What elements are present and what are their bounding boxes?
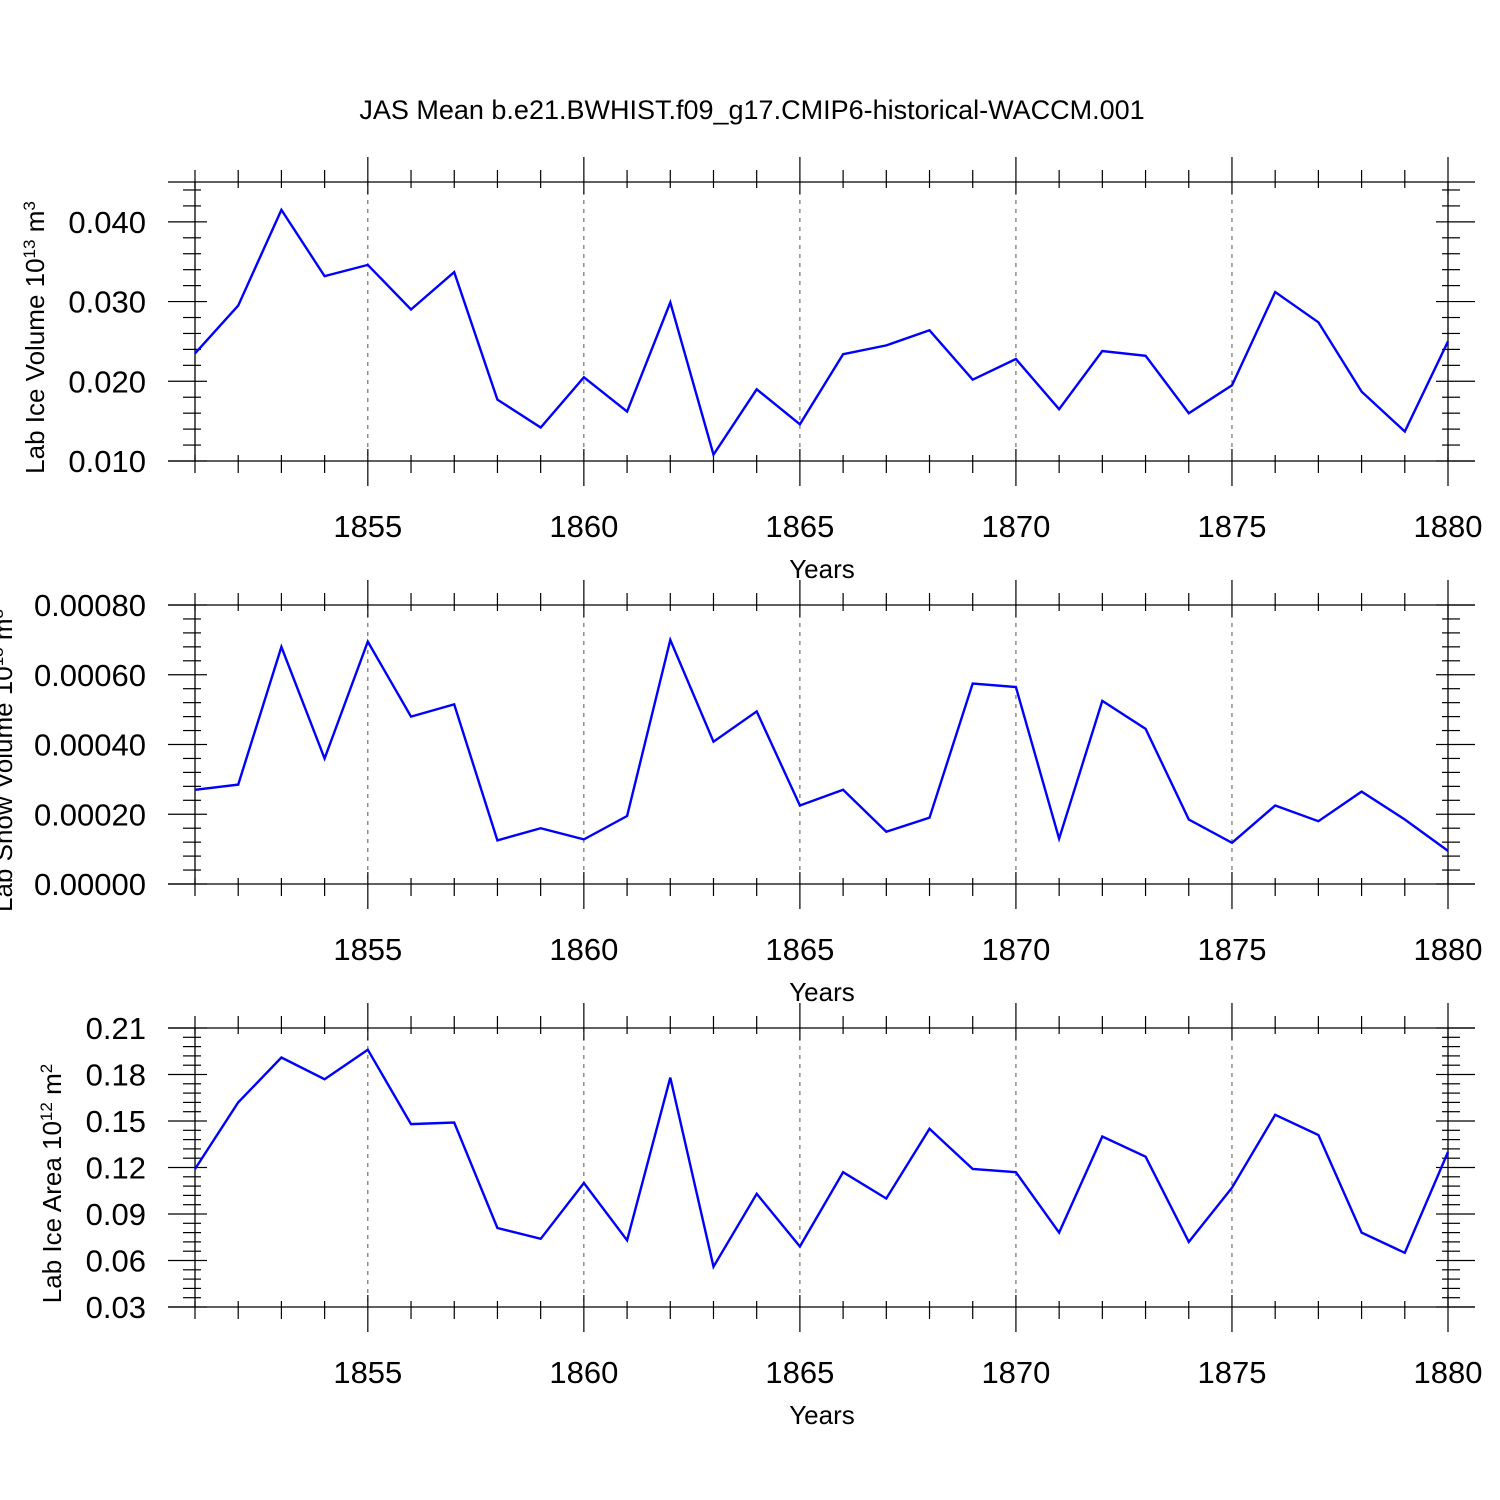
y-tick-label: 0.18 xyxy=(86,1058,146,1093)
y-axis-label-superscript: 13 xyxy=(0,647,7,666)
y-tick-label: 0.00020 xyxy=(34,797,146,832)
y-axis-label-superscript: 13 xyxy=(20,240,39,259)
panel-2: 0.00000 0.00020 0.00040 0.00060 0.00080 1855 1… xyxy=(0,580,1482,1007)
panel-3: 0.03 0.06 0.09 0.12 0.15 0.18 0.21 1855 1860 1865… xyxy=(37,1003,1483,1430)
y-axis-label-superscript: 3 xyxy=(0,609,7,618)
x-tick-label: 1875 xyxy=(1197,1355,1266,1390)
x-axis-label: Years xyxy=(789,1400,855,1430)
y-tick-label: 0.03 xyxy=(86,1290,146,1325)
y-axis-label: Lab Ice Area 1012 m2 xyxy=(37,1064,68,1303)
y-tick-label: 0.00060 xyxy=(34,658,146,693)
x-tick-label: 1860 xyxy=(549,932,618,967)
x-tick-label: 1860 xyxy=(549,509,618,544)
y-axis-label: Lab Snow Volume 1013 m3 xyxy=(0,609,18,912)
figure-title: JAS Mean b.e21.BWHIST.f09_g17.CMIP6-hist… xyxy=(359,95,1144,125)
x-tick-label: 1875 xyxy=(1197,509,1266,544)
x-axis-label: Years xyxy=(789,977,855,1007)
y-tick-label: 0.00040 xyxy=(34,728,146,763)
y-axis-label-superscript: 2 xyxy=(37,1064,56,1073)
x-tick-label: 1880 xyxy=(1414,932,1483,967)
y-tick-label: 0.020 xyxy=(68,364,146,399)
y-tick-label: 0.010 xyxy=(68,444,146,479)
y-axis-label-text: Lab Snow Volume 10 xyxy=(0,666,18,912)
series-line xyxy=(193,1047,1450,1270)
x-tick-label: 1880 xyxy=(1414,1355,1483,1390)
y-tick-label: 0.15 xyxy=(86,1104,146,1139)
x-tick-label: 1865 xyxy=(765,509,834,544)
panel-1: 0.010 0.020 0.030 0.040 1855 1860 1865 1870 1875… xyxy=(20,157,1483,584)
x-tick-label: 1855 xyxy=(333,509,402,544)
x-axis-label: Years xyxy=(789,554,855,584)
y-axis-label-text: m xyxy=(37,1073,67,1102)
x-tick-label: 1865 xyxy=(765,932,834,967)
series-line xyxy=(194,207,1450,458)
y-axis-label-text: Lab Ice Volume 10 xyxy=(20,258,50,473)
series-line xyxy=(194,636,1449,852)
y-tick-label: 0.12 xyxy=(86,1151,146,1186)
y-axis-label-superscript: 3 xyxy=(20,201,39,210)
x-tick-label: 1875 xyxy=(1197,932,1266,967)
x-tick-label: 1855 xyxy=(333,1355,402,1390)
x-tick-label: 1870 xyxy=(981,932,1050,967)
y-axis-label: Lab Ice Volume 1013 m3 xyxy=(20,201,51,474)
y-tick-label: 0.09 xyxy=(86,1197,146,1232)
x-tick-label: 1870 xyxy=(981,509,1050,544)
y-tick-label: 0.040 xyxy=(68,205,146,240)
y-tick-label: 0.06 xyxy=(86,1244,146,1279)
x-tick-label: 1855 xyxy=(333,932,402,967)
y-axis-label-text: Lab Ice Area 10 xyxy=(37,1121,67,1303)
y-tick-label: 0.00000 xyxy=(34,867,146,902)
x-tick-label: 1860 xyxy=(549,1355,618,1390)
x-tick-label: 1865 xyxy=(765,1355,834,1390)
y-axis-label-superscript: 12 xyxy=(37,1102,56,1121)
x-tick-label: 1870 xyxy=(981,1355,1050,1390)
x-tick-label: 1880 xyxy=(1414,509,1483,544)
panels: 0.010 0.020 0.030 0.040 1855 1860 1865 1870 1875… xyxy=(0,157,1482,1430)
y-tick-label: 0.030 xyxy=(68,285,146,320)
y-tick-label: 0.00080 xyxy=(34,588,146,623)
y-tick-label: 0.21 xyxy=(86,1011,146,1046)
y-axis-label-text: m xyxy=(0,618,18,647)
y-axis-label-text: m xyxy=(20,211,50,240)
